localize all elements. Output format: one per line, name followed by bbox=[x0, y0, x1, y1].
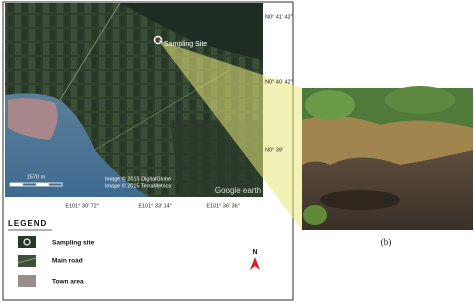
north-label: N bbox=[252, 249, 257, 256]
legend-swatch bbox=[18, 275, 36, 287]
lat-label: N0° 41' 42" bbox=[265, 14, 293, 20]
scale-label: 1570 m bbox=[27, 174, 46, 180]
lat-label: N0° 40' 42" bbox=[265, 79, 293, 85]
zoom-projection bbox=[158, 40, 302, 230]
north-arrow bbox=[250, 257, 260, 270]
legend-item: Town area bbox=[52, 279, 84, 286]
legend-swatch bbox=[18, 236, 36, 248]
photo-caption: (b) bbox=[381, 237, 392, 247]
legend-symbol bbox=[23, 238, 31, 246]
scale-bar bbox=[9, 182, 63, 187]
site-label: Sampling Site bbox=[164, 41, 207, 48]
credit: Image © 2015 TerraMetrics bbox=[105, 182, 172, 189]
lon-label: E101° 33' 14" bbox=[138, 203, 171, 209]
logo: Google earth bbox=[215, 186, 261, 195]
site-marker bbox=[153, 35, 163, 45]
credit: Image © 2015 DigitalGlobe bbox=[105, 175, 171, 182]
lon-label: E101° 36' 36" bbox=[206, 203, 239, 209]
legend-item: Main road bbox=[52, 258, 83, 265]
legend-title: LEGEND bbox=[8, 219, 47, 228]
lon-label: E101° 30' 72" bbox=[65, 203, 98, 209]
legend-symbol bbox=[17, 257, 37, 264]
lat-label: N0° 39' bbox=[265, 147, 283, 153]
legend-item: Sampling site bbox=[52, 240, 95, 247]
site-photo bbox=[302, 86, 473, 230]
